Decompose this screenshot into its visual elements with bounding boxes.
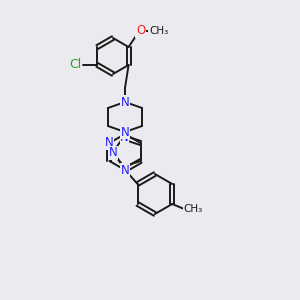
Text: CH₃: CH₃ (184, 204, 203, 214)
Text: CH₃: CH₃ (149, 26, 168, 36)
Text: N: N (109, 146, 117, 160)
Text: N: N (105, 136, 114, 149)
Text: O: O (136, 25, 145, 38)
Text: N: N (121, 164, 129, 176)
Text: Cl: Cl (69, 58, 82, 71)
Text: N: N (120, 131, 129, 144)
Text: N: N (121, 125, 129, 139)
Text: N: N (121, 95, 129, 109)
